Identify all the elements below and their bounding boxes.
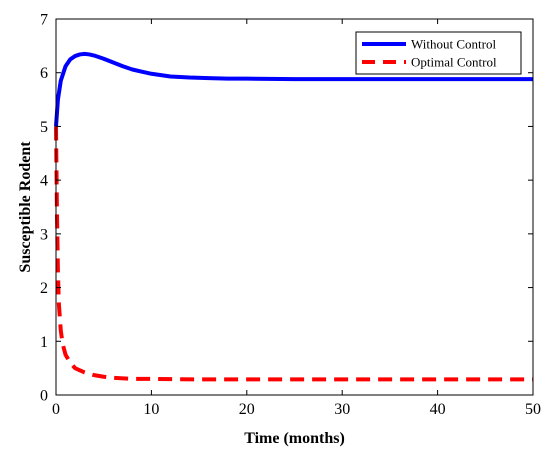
plot-frame [55, 18, 534, 396]
x-axis-title: Time (months) [244, 430, 345, 447]
y-tick-label: 7 [40, 12, 48, 29]
y-tick-label: 0 [40, 388, 48, 405]
x-tick-label: 20 [239, 401, 255, 418]
series-line-optimal-control [54, 126, 533, 382]
x-tick-label: 40 [430, 401, 446, 418]
legend: Without Control Optimal Control [355, 31, 522, 75]
legend-label-optimal-control: Optimal Control [411, 55, 497, 70]
y-axis: 0 1 2 3 4 5 6 7 [40, 12, 533, 405]
y-tick-label: 1 [40, 334, 48, 351]
y-tick-label: 5 [40, 119, 48, 136]
legend-box [355, 31, 522, 75]
x-tick-label: 50 [525, 401, 541, 418]
x-tick-label: 30 [334, 401, 350, 418]
x-tick-label: 10 [143, 401, 159, 418]
y-tick-label: 2 [40, 280, 48, 297]
x-tick-label: 0 [52, 401, 60, 418]
y-tick-label: 4 [40, 173, 48, 190]
y-axis-title: Susceptible Rodent [17, 141, 34, 273]
plot-background [56, 19, 533, 395]
series-layer [54, 51, 533, 382]
legend-label-without-control: Without Control [411, 37, 496, 52]
y-tick-label: 6 [40, 65, 48, 82]
y-tick-label: 3 [40, 226, 48, 243]
x-axis: 0 10 20 30 40 50 [52, 19, 541, 418]
series-line-without-control [54, 51, 533, 127]
